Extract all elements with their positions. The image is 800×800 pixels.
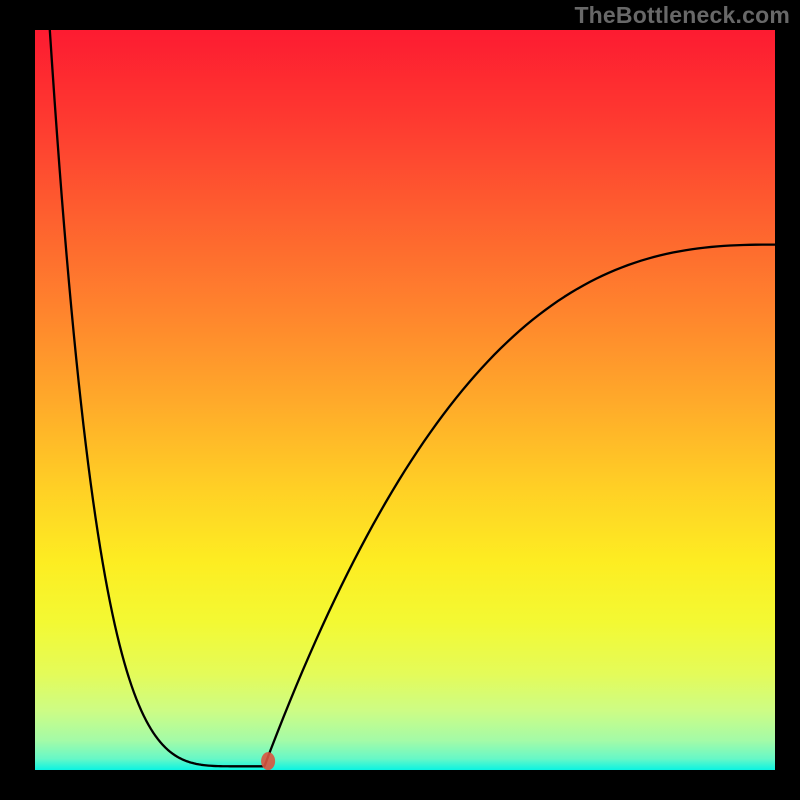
chart-frame: TheBottleneck.com: [0, 0, 800, 800]
bottleneck-chart: [35, 30, 775, 770]
gradient-background: [35, 30, 775, 770]
optimal-point-marker: [261, 752, 275, 770]
watermark-text: TheBottleneck.com: [574, 2, 790, 29]
